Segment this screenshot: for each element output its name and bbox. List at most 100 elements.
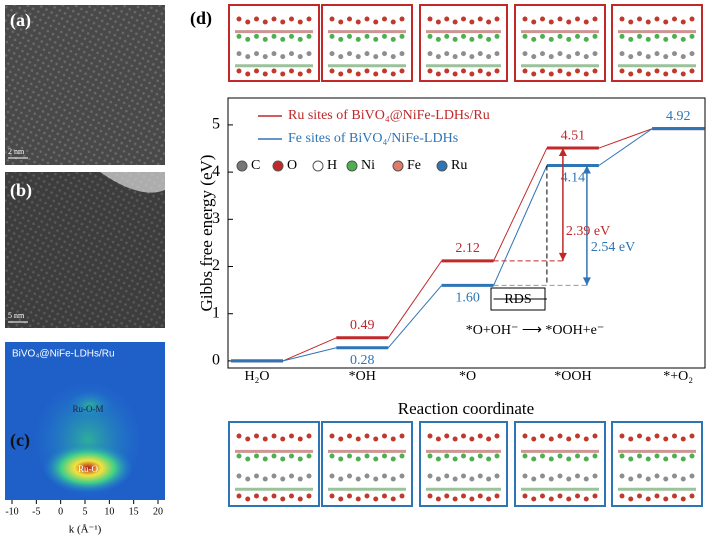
atom	[329, 68, 335, 74]
atom	[347, 453, 352, 459]
atom	[329, 473, 335, 479]
atom	[469, 36, 475, 42]
atom	[654, 493, 660, 499]
atom	[469, 436, 475, 442]
atom	[680, 54, 686, 60]
atom	[575, 473, 580, 479]
x-tick-label: *+O₂	[663, 369, 693, 384]
atom	[494, 68, 500, 74]
atom	[236, 68, 242, 74]
atom	[619, 33, 625, 39]
atom	[548, 71, 554, 77]
atom	[575, 16, 580, 22]
atom	[338, 436, 344, 442]
atom	[680, 71, 686, 77]
x-tick-label: 15	[129, 506, 139, 517]
atom	[557, 433, 563, 439]
atom	[619, 473, 625, 479]
atom	[531, 54, 537, 60]
atom	[280, 476, 286, 482]
atom	[427, 473, 433, 479]
atom	[452, 36, 458, 42]
atom	[672, 51, 677, 57]
atom	[271, 68, 277, 74]
atom	[364, 473, 370, 479]
atom	[236, 33, 242, 39]
atom	[306, 33, 312, 39]
atom	[637, 473, 642, 479]
atom	[427, 493, 433, 499]
atom	[355, 36, 361, 42]
atom	[382, 493, 387, 499]
atom	[399, 493, 405, 499]
x-axis-label: Reaction coordinate	[398, 399, 534, 418]
atom	[289, 33, 294, 39]
atom	[494, 51, 500, 57]
atom	[557, 51, 563, 57]
atom	[494, 493, 500, 499]
stem-image-b	[5, 172, 165, 328]
atom	[382, 453, 387, 459]
value-label: 1.60	[455, 291, 480, 306]
atom	[452, 476, 458, 482]
atom	[486, 476, 492, 482]
value-label: 2.12	[455, 241, 480, 256]
atom	[575, 433, 580, 439]
plot-frame	[227, 97, 706, 369]
atom	[254, 16, 259, 22]
atom	[548, 54, 554, 60]
atom	[427, 33, 433, 39]
atom	[494, 473, 500, 479]
atom	[645, 71, 651, 77]
atom	[663, 71, 669, 77]
atom	[347, 493, 352, 499]
atom	[680, 496, 686, 502]
atom	[399, 51, 405, 57]
atom	[628, 54, 634, 60]
atom	[477, 68, 483, 74]
atom	[654, 33, 660, 39]
atom	[373, 456, 379, 462]
atom	[663, 476, 669, 482]
atom	[435, 476, 441, 482]
atom	[329, 453, 335, 459]
atom	[236, 473, 242, 479]
atom	[583, 436, 589, 442]
atom	[663, 54, 669, 60]
atom	[531, 36, 537, 42]
atom	[444, 433, 450, 439]
atom	[592, 453, 598, 459]
atom	[672, 68, 677, 74]
bright-region	[100, 172, 165, 193]
atom	[427, 51, 433, 57]
atom	[522, 51, 528, 57]
atom	[236, 433, 242, 439]
atom	[338, 19, 344, 25]
atom	[672, 16, 677, 22]
atom	[522, 68, 528, 74]
atom	[557, 16, 563, 22]
atom	[637, 433, 642, 439]
atom	[592, 51, 598, 57]
atom	[373, 476, 379, 482]
x-tick-label: -10	[5, 506, 18, 517]
atom	[592, 473, 598, 479]
peak-label: Ru-O-M	[73, 404, 104, 414]
atom	[452, 436, 458, 442]
atom	[637, 16, 642, 22]
legend-entry: Fe	[407, 158, 421, 173]
atom	[540, 433, 545, 439]
atom	[364, 453, 370, 459]
atom	[427, 68, 433, 74]
atom	[486, 456, 492, 462]
atom	[619, 433, 625, 439]
atom	[306, 68, 312, 74]
atom	[254, 473, 259, 479]
atom	[245, 476, 251, 482]
atom	[444, 68, 450, 74]
atom	[280, 71, 286, 77]
atom	[236, 51, 242, 57]
atom	[390, 36, 396, 42]
atom	[399, 68, 405, 74]
atom	[306, 433, 312, 439]
